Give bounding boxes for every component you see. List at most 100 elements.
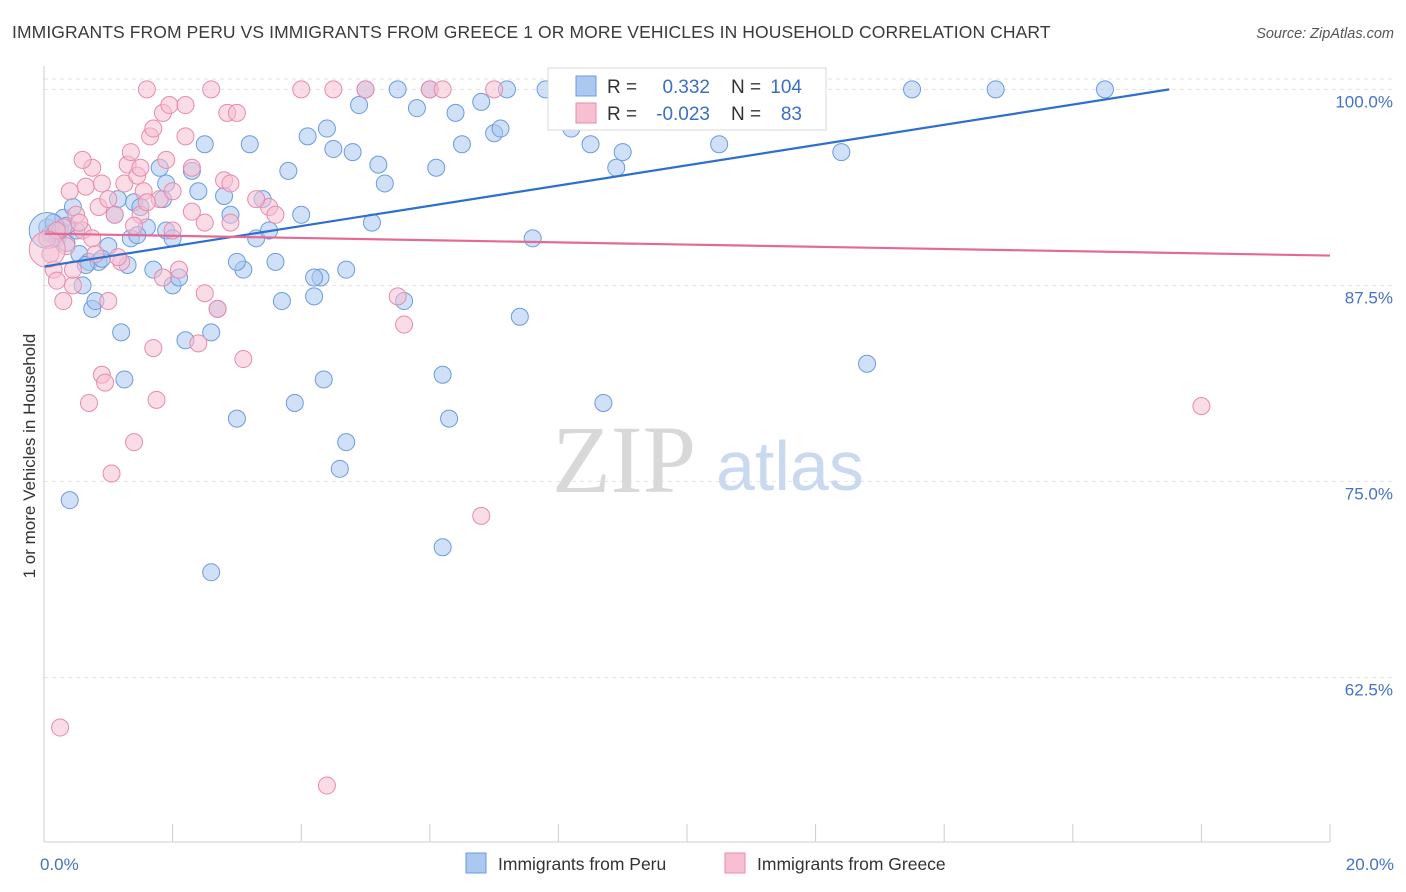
peru-point-57 xyxy=(337,433,356,452)
peru-point-41 xyxy=(240,135,259,154)
legend-r-label-greece: R = xyxy=(607,104,637,125)
peru-point-50 xyxy=(298,127,317,146)
y-tick-label-3: 62.5% xyxy=(1345,680,1393,699)
peru-point-64 xyxy=(388,80,407,99)
peru-point-39 xyxy=(227,409,246,428)
peru-point-53 xyxy=(314,370,333,389)
peru-point-49 xyxy=(292,205,311,224)
peru-point-34 xyxy=(195,135,214,154)
peru-point-62 xyxy=(369,155,388,174)
peru-point-88 xyxy=(710,135,729,154)
peru-point-45 xyxy=(266,252,285,271)
peru-point-19 xyxy=(115,370,134,389)
peru-point-82 xyxy=(581,135,600,154)
greece-point-17 xyxy=(99,292,118,311)
greece-point-18 xyxy=(102,464,121,483)
greece-point-67 xyxy=(137,193,156,212)
greece-trend-line xyxy=(43,232,1331,257)
greece-point-16 xyxy=(96,373,115,392)
peru-point-56 xyxy=(330,459,349,478)
greece-point-43 xyxy=(208,299,227,318)
peru-point-59 xyxy=(350,96,369,115)
peru-point-107 xyxy=(337,260,356,279)
grid xyxy=(44,78,1394,678)
peru-point-78 xyxy=(523,229,542,248)
legend-r-label-peru: R = xyxy=(607,77,637,98)
greece-point-62 xyxy=(1192,397,1211,416)
peru-point-55 xyxy=(324,139,343,158)
peru-point-71 xyxy=(446,103,465,122)
peru-point-95 xyxy=(1095,80,1114,99)
peru-point-70 xyxy=(440,409,459,428)
y-axis-label: 1 or more Vehicles in Household xyxy=(20,334,39,579)
greece-point-34 xyxy=(157,150,176,169)
series-legend-label-peru: Immigrants from Peru xyxy=(498,854,666,874)
greece-point-48 xyxy=(234,350,253,369)
peru-point-72 xyxy=(452,135,471,154)
greece-point-59 xyxy=(485,80,504,99)
trend-lines xyxy=(43,88,1331,268)
greece-point-35 xyxy=(160,96,179,115)
y-tick-label-1: 87.5% xyxy=(1345,288,1393,307)
greece-point-58 xyxy=(472,506,491,525)
greece-point-31 xyxy=(147,390,166,409)
watermark-atlas: atlas xyxy=(716,427,864,505)
greece-point-41 xyxy=(195,213,214,232)
greece-point-39 xyxy=(182,158,201,177)
peru-point-51 xyxy=(305,287,324,306)
series-greece-points xyxy=(28,80,1211,795)
greece-point-61 xyxy=(51,718,70,737)
chart-source: Source: ZipAtlas.com xyxy=(1256,26,1394,42)
peru-point-69 xyxy=(433,365,452,384)
greece-point-81 xyxy=(144,119,163,138)
greece-point-53 xyxy=(356,80,375,99)
greece-point-79 xyxy=(247,190,266,209)
peru-point-83 xyxy=(594,393,613,412)
greece-point-10 xyxy=(76,177,95,196)
greece-point-38 xyxy=(176,127,195,146)
greece-point-69 xyxy=(125,216,144,235)
peru-point-92 xyxy=(858,354,877,373)
greece-point-36 xyxy=(163,182,182,201)
greece-point-42 xyxy=(202,80,221,99)
y-tick-label-0: 100.0% xyxy=(1335,92,1393,111)
peru-point-96 xyxy=(60,491,79,510)
peru-point-99 xyxy=(305,268,324,287)
greece-point-28 xyxy=(137,80,156,99)
greece-point-54 xyxy=(388,287,407,306)
peru-point-66 xyxy=(407,99,426,118)
chart-title: IMMIGRANTS FROM PERU VS IMMIGRANTS FROM … xyxy=(12,22,1051,42)
greece-point-52 xyxy=(324,80,343,99)
y-tick-label-2: 75.0% xyxy=(1345,484,1393,503)
peru-point-98 xyxy=(433,538,452,557)
legend-r-value-peru: 0.332 xyxy=(662,77,710,98)
greece-point-50 xyxy=(266,205,285,224)
peru-point-93 xyxy=(903,80,922,99)
greece-point-37 xyxy=(170,260,189,279)
peru-point-35 xyxy=(202,323,221,342)
legend-swatch-peru xyxy=(575,75,597,97)
x-tick-label-1: 20.0% xyxy=(1346,855,1394,874)
peru-point-75 xyxy=(491,119,510,138)
greece-point-40 xyxy=(189,334,208,353)
legend-n-label-peru: N = xyxy=(731,77,761,98)
greece-point-3 xyxy=(47,271,66,290)
series-legend-swatch-greece xyxy=(724,852,746,874)
greece-point-6 xyxy=(60,182,79,201)
peru-point-77 xyxy=(510,307,529,326)
axes xyxy=(43,66,1331,843)
peru-point-48 xyxy=(285,393,304,412)
peru-point-18 xyxy=(112,323,131,342)
peru-point-94 xyxy=(986,80,1005,99)
greece-point-7 xyxy=(63,276,82,295)
greece-point-72 xyxy=(99,190,118,209)
peru-point-54 xyxy=(317,119,336,138)
peru-point-100 xyxy=(227,252,246,271)
greece-point-47 xyxy=(227,103,246,122)
greece-point-19 xyxy=(105,205,124,224)
greece-point-80 xyxy=(73,150,92,169)
greece-point-82 xyxy=(182,202,201,221)
peru-point-58 xyxy=(343,143,362,162)
stats-legend: R = 0.332 N = 104 R = -0.023 N = 83 xyxy=(547,67,827,131)
